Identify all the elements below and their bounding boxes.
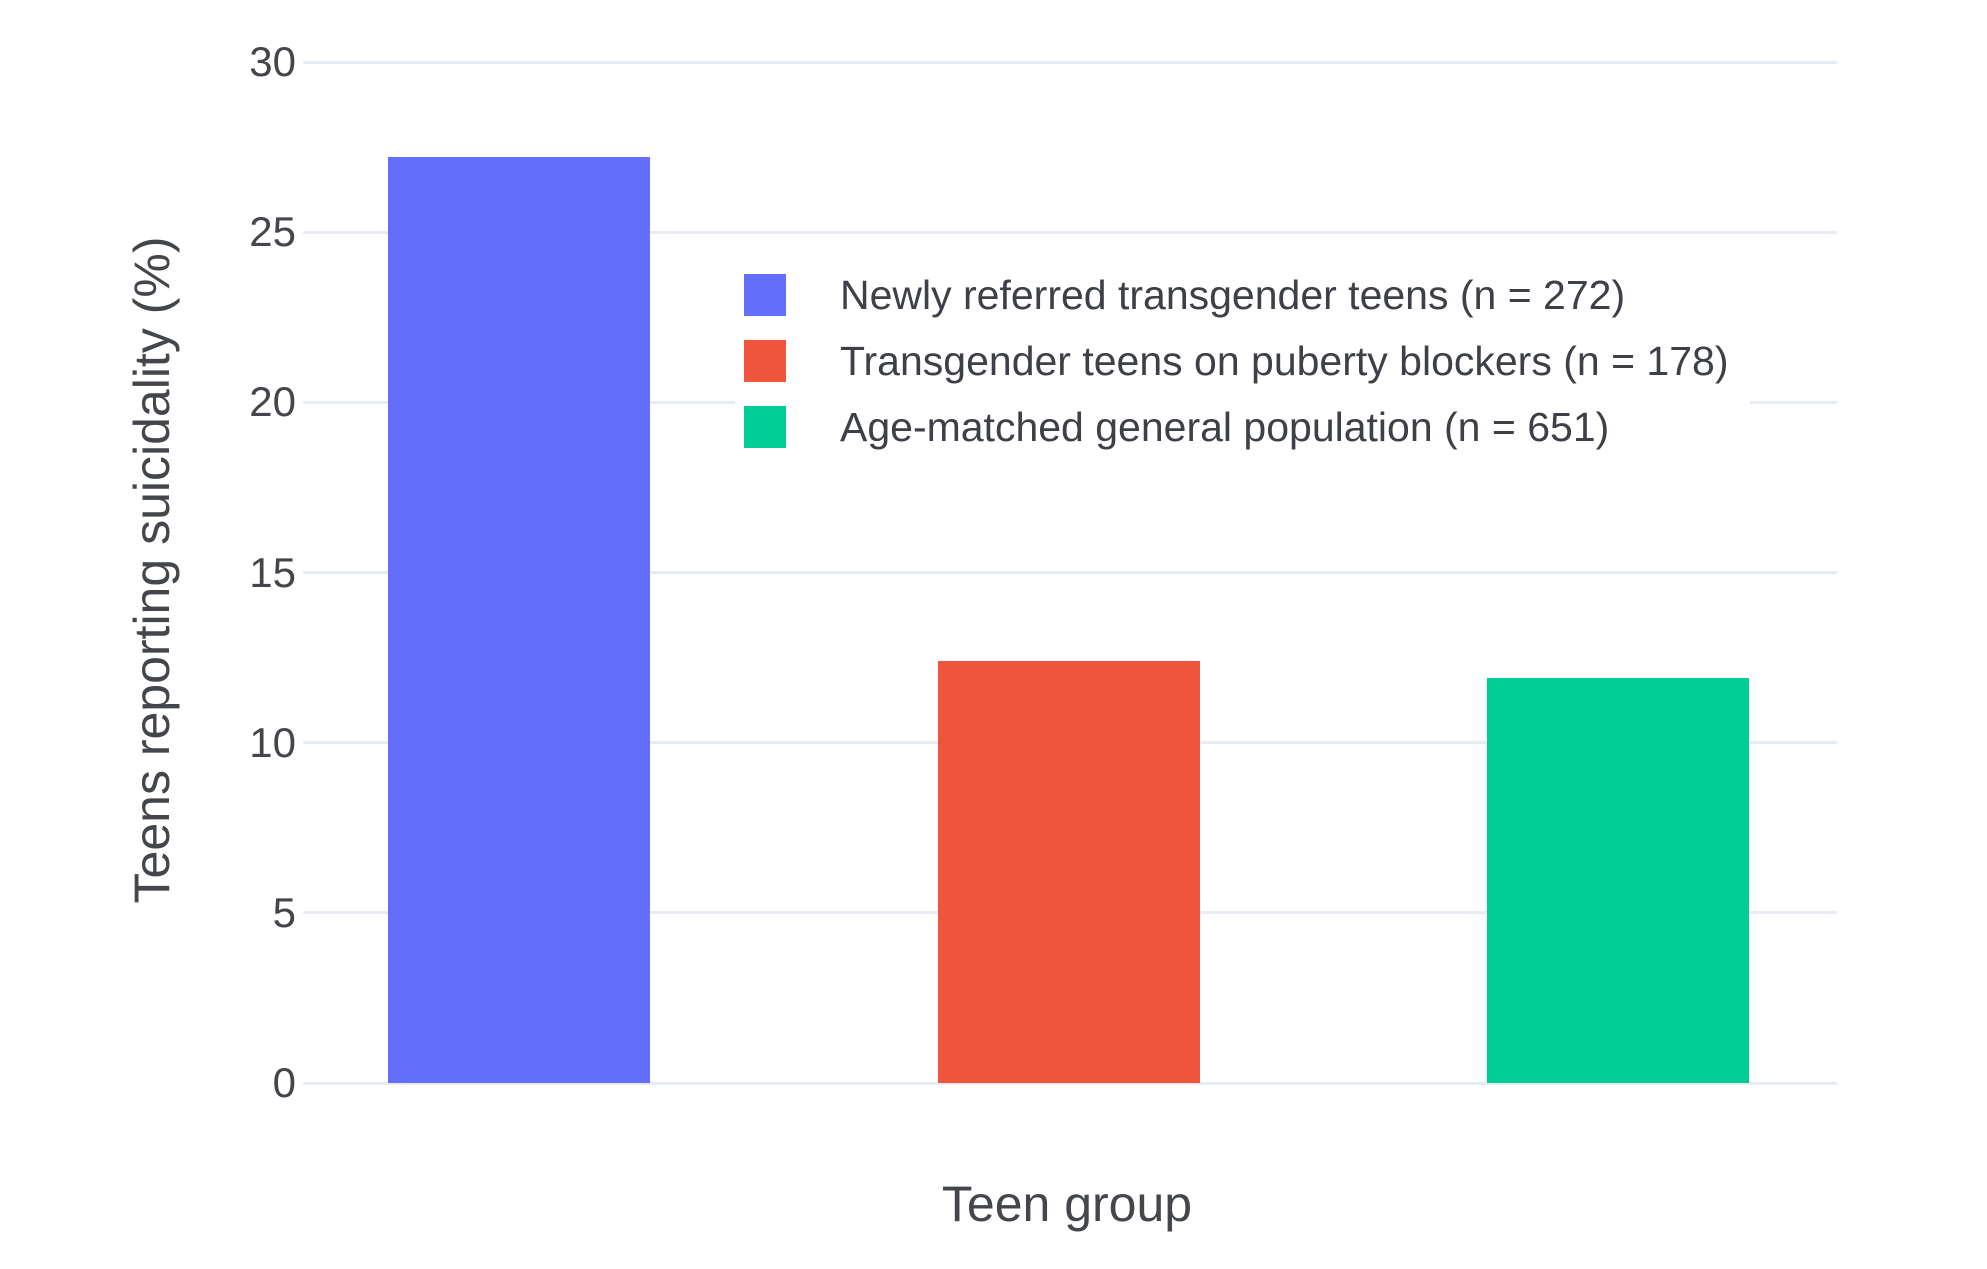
y-tick-label: 0 — [272, 1059, 296, 1106]
x-axis-title: Teen group — [941, 1176, 1193, 1232]
legend-item-3[interactable]: Age-matched general population (n = 651) — [744, 394, 1728, 460]
legend-item-1[interactable]: Newly referred transgender teens (n = 27… — [744, 262, 1728, 328]
legend-item-2[interactable]: Transgender teens on puberty blockers (n… — [744, 328, 1728, 394]
gridline-y-15 — [303, 571, 1837, 574]
y-tick-label: 20 — [249, 378, 296, 426]
y-tick-label: 30 — [249, 38, 296, 85]
gridline-y-25 — [303, 230, 1837, 234]
y-tick-label: 15 — [249, 548, 296, 596]
y-tick-label: 10 — [249, 718, 296, 766]
legend-swatch-icon — [744, 274, 786, 316]
legend-label: Newly referred transgender teens (n = 27… — [840, 271, 1626, 318]
y-tick-label: 5 — [272, 888, 296, 936]
bar-1 — [388, 157, 650, 1083]
legend: Newly referred transgender teens (n = 27… — [735, 250, 1751, 472]
legend-label: Transgender teens on puberty blockers (n… — [840, 337, 1729, 384]
legend-swatch-icon — [744, 340, 786, 382]
gridline-y-30 — [303, 60, 1837, 64]
bar-2 — [937, 660, 1200, 1083]
gridline-y-0 — [303, 1081, 1837, 1085]
legend-swatch-icon — [744, 406, 786, 448]
y-tick-label: 25 — [249, 208, 296, 256]
bar-3 — [1486, 678, 1749, 1083]
legend-label: Age-matched general population (n = 651) — [840, 403, 1610, 450]
